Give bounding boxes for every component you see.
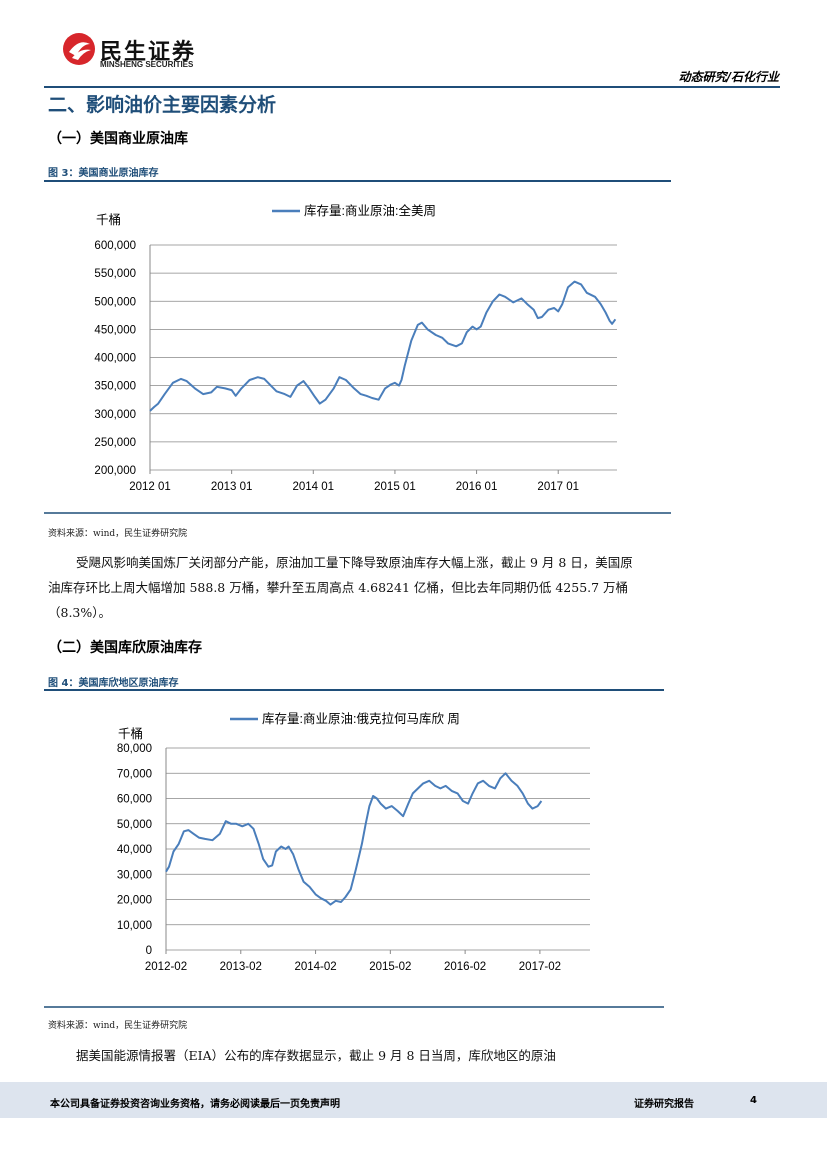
figure-3-y-tick-label: 250,000	[94, 437, 136, 449]
figure-3-source: 资料来源：wind，民生证券研究院	[48, 529, 188, 539]
figure-4-y-tick-label: 20,000	[117, 895, 152, 907]
figure-3-y-tick-label: 350,000	[94, 381, 136, 393]
page-number: 4	[750, 1095, 757, 1106]
figure-4-y-tick-label: 80,000	[117, 743, 152, 755]
figure-3-legend-label: 库存量:商业原油:全美周	[304, 203, 436, 218]
figure-4-y-tick-label: 30,000	[117, 869, 152, 881]
figure-4-y-tick-label: 50,000	[117, 819, 152, 831]
figure-3-series-line	[149, 280, 617, 412]
footer-report-type: 证券研究报告	[634, 1099, 694, 1110]
company-logo: 民生证券 MINSHENG SECURITIES	[62, 32, 194, 70]
figure-4-legend-label: 库存量:商业原油:俄克拉何马库欣 周	[262, 711, 460, 726]
figure-4-y-tick-label: 10,000	[117, 920, 152, 932]
figure-3-x-tick-label: 2012 01	[129, 481, 171, 493]
paragraph-2: 据美国能源情报署（EIA）公布的库存数据显示，截止 9 月 8 日当周，库欣地区…	[76, 1048, 556, 1063]
footer-bar	[0, 1082, 827, 1118]
subsection-title-1: （一）美国商业原油库	[48, 131, 188, 147]
figure-3-y-tick-label: 500,000	[94, 296, 136, 308]
figure-3-caption: 图 3：美国商业原油库存	[48, 168, 159, 179]
figure-3-x-tick-label: 2014 01	[292, 481, 334, 493]
figure-3-x-tick-label: 2016 01	[456, 481, 498, 493]
figure-4-source: 资料来源：wind，民生证券研究院	[48, 1021, 188, 1031]
figure-4-series-line	[165, 772, 543, 906]
figure-4-x-tick-label: 2013-02	[220, 961, 262, 973]
figure-4-x-tick-label: 2015-02	[369, 961, 411, 973]
report-category: 动态研究/石化行业	[678, 70, 779, 84]
logo-mark-icon	[63, 33, 95, 65]
figure-4-y-tick-label: 0	[146, 945, 152, 957]
figure-3-x-tick-label: 2013 01	[211, 481, 253, 493]
figure-3-y-tick-label: 550,000	[94, 268, 136, 280]
figure-4-unit-label: 千桶	[118, 726, 143, 741]
figure-4-y-tick-label: 70,000	[117, 768, 152, 780]
figure-4-x-tick-label: 2017-02	[519, 961, 561, 973]
figure-4-chart: 千桶 库存量:商业原油:俄克拉何马库欣 周 0 10,000 20,000 30,000 4…	[44, 711, 664, 1008]
figure-3-x-tick-label: 2015 01	[374, 481, 416, 493]
figure-4-x-tick-label: 2012-02	[145, 961, 187, 973]
section-title: 二、影响油价主要因素分析	[48, 94, 277, 116]
figure-4-top-rule	[44, 689, 664, 691]
figure-3-y-tick-label: 600,000	[94, 240, 136, 252]
subsection-title-2: （二）美国库欣原油库存	[48, 640, 202, 656]
figure-3-y-tick-label: 400,000	[94, 353, 136, 365]
logo-chinese-name: 民生证券	[100, 40, 197, 65]
figure-4-y-tick-label: 40,000	[117, 844, 152, 856]
figure-4-caption: 图 4：美国库欣地区原油库存	[48, 678, 179, 689]
figure-4-y-tick-label: 60,000	[117, 794, 152, 806]
figure-3-unit-label: 千桶	[96, 212, 121, 227]
figure-3-y-tick-label: 450,000	[94, 324, 136, 336]
figure-4-x-tick-label: 2016-02	[444, 961, 486, 973]
logo-english-name: MINSHENG SECURITIES	[100, 60, 194, 69]
figure-3-y-tick-label: 200,000	[94, 465, 136, 477]
footer-disclaimer: 本公司具备证券投资咨询业务资格，请务必阅读最后一页免责声明	[50, 1099, 340, 1110]
figure-4-x-tick-label: 2014-02	[294, 961, 336, 973]
figure-3-top-rule	[44, 180, 671, 182]
figure-3-chart: 千桶 库存量:商业原油:全美周 200,000 250,000 300,000 350,0…	[44, 203, 671, 514]
figure-3-y-tick-label: 300,000	[94, 409, 136, 421]
header-divider	[44, 86, 780, 88]
paragraph-1: 受飓风影响美国炼厂关闭部分产能，原油加工量下降导致原油库存大幅上涨，截止 9 月…	[48, 555, 633, 620]
figure-3-x-tick-label: 2017 01	[537, 481, 579, 493]
